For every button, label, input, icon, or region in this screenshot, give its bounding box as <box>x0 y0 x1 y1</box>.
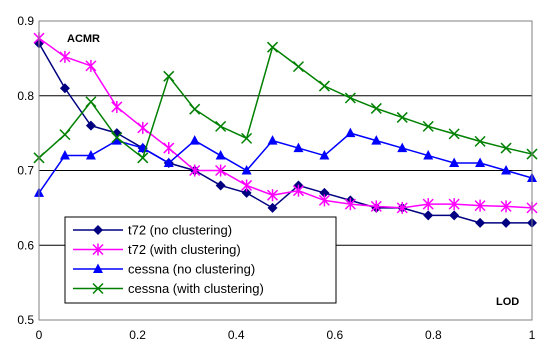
data-point <box>501 217 512 228</box>
data-point <box>267 135 278 145</box>
series-line <box>38 37 533 209</box>
x-tick-label: 1 <box>529 328 536 342</box>
data-point <box>241 179 253 192</box>
data-point <box>189 103 201 115</box>
data-point <box>241 187 252 198</box>
axis-ticks: 0.5 0.6 0.7 0.8 0.9 0 0.2 0.4 0.6 0.8 1 <box>17 14 535 342</box>
data-point <box>59 150 70 160</box>
legend-swatch-marker <box>93 225 103 235</box>
data-point <box>319 150 330 160</box>
series-0 <box>34 38 537 228</box>
legend-swatch-marker <box>93 263 103 273</box>
data-point <box>215 164 227 177</box>
data-point <box>292 61 304 73</box>
data-point <box>344 92 356 104</box>
data-point <box>474 135 486 147</box>
y-tick-label: 0.6 <box>17 238 34 252</box>
data-point <box>85 120 96 131</box>
legend-label: t72 (no clustering) <box>128 223 232 238</box>
data-point <box>189 164 201 177</box>
data-point <box>449 210 460 221</box>
data-point <box>267 189 279 202</box>
series-2 <box>34 127 537 197</box>
series-3 <box>33 41 538 164</box>
data-point <box>345 127 356 138</box>
y-tick-label: 0.8 <box>17 89 34 103</box>
legend-item: t72 (no clustering) <box>73 223 232 238</box>
x-tick-label: 0.8 <box>425 328 442 342</box>
legend-swatch-marker <box>92 282 104 295</box>
data-point <box>85 150 96 160</box>
data-point <box>501 165 512 175</box>
data-point <box>449 157 460 168</box>
data-point <box>293 142 304 153</box>
data-point <box>292 184 304 197</box>
data-point <box>241 132 253 144</box>
legend-item: cessna (with clustering) <box>73 281 264 296</box>
data-point <box>397 142 408 153</box>
data-point <box>241 165 252 175</box>
legend-item: cessna (no clustering) <box>73 262 255 277</box>
data-point <box>475 157 486 168</box>
series-layer <box>33 32 538 228</box>
data-point <box>267 41 279 53</box>
data-point <box>111 135 122 145</box>
series-1 <box>33 32 538 214</box>
data-point <box>370 200 382 213</box>
data-point <box>163 70 175 82</box>
data-point <box>215 150 226 160</box>
y-tick-label: 0.7 <box>17 164 34 178</box>
data-point <box>111 100 123 113</box>
x-tick-label: 0 <box>36 328 43 342</box>
data-point <box>500 200 512 213</box>
data-point <box>423 150 434 160</box>
data-point <box>85 96 97 108</box>
legend-label: t72 (with clustering) <box>128 242 241 257</box>
legend: t72 (no clustering) t72 (with clustering)… <box>64 216 337 304</box>
data-point <box>215 180 226 191</box>
data-point <box>137 152 149 164</box>
data-point <box>475 217 486 228</box>
data-point <box>267 202 278 213</box>
data-point <box>371 135 382 145</box>
data-point <box>370 102 382 114</box>
data-point <box>215 120 227 132</box>
legend-label: cessna (no clustering) <box>128 262 255 277</box>
data-point <box>319 187 330 198</box>
y-tick-label: 0.5 <box>17 313 34 327</box>
data-point <box>137 121 149 134</box>
y-axis-label: ACMR <box>67 33 100 45</box>
legend-item: t72 (with clustering) <box>73 242 241 257</box>
legend-swatch-marker <box>92 243 104 256</box>
x-tick-label: 0.4 <box>228 328 245 342</box>
data-point <box>59 50 71 63</box>
data-point <box>111 132 123 144</box>
y-tick-label: 0.9 <box>17 14 34 28</box>
data-point <box>189 135 200 145</box>
data-point <box>423 210 434 221</box>
data-point <box>344 198 356 211</box>
x-axis-label: LOD <box>496 296 519 308</box>
data-point <box>422 198 434 211</box>
data-point <box>59 83 70 94</box>
data-point <box>500 142 512 154</box>
legend-label: cessna (with clustering) <box>128 281 264 296</box>
data-point <box>422 120 434 132</box>
data-point <box>396 111 408 123</box>
data-point <box>318 194 330 207</box>
data-point <box>163 157 174 168</box>
plot-area-frame <box>38 20 533 321</box>
data-point <box>474 199 486 212</box>
data-point <box>59 129 71 141</box>
x-tick-label: 0.2 <box>129 328 146 342</box>
data-point <box>163 142 175 155</box>
data-point <box>448 128 460 140</box>
data-point <box>448 198 460 211</box>
data-point <box>318 80 330 92</box>
data-point <box>85 59 97 72</box>
x-tick-label: 0.6 <box>326 328 343 342</box>
data-point <box>396 201 408 214</box>
